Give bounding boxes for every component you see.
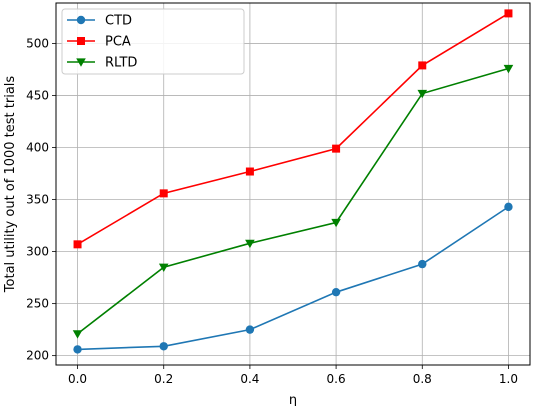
data-point-ctd xyxy=(73,345,82,354)
legend-label-ctd: CTD xyxy=(105,14,132,29)
data-point-ctd xyxy=(418,259,427,269)
data-point-pca xyxy=(418,61,427,70)
legend-entry-rltd: RLTD xyxy=(67,56,137,71)
grid-lines xyxy=(56,3,530,365)
data-point-rltd xyxy=(417,89,428,99)
x-tick-label: 0.6 xyxy=(327,372,346,386)
y-tick-label: 500 xyxy=(26,37,49,51)
series-line-pca xyxy=(77,12,509,246)
y-axis-label: Total utility out of 1000 test trials xyxy=(3,76,18,294)
data-point-pca xyxy=(332,144,341,153)
data-point-rltd xyxy=(72,330,83,339)
legend-label-rltd: RLTD xyxy=(105,56,137,71)
y-tick-label: 250 xyxy=(26,297,49,311)
x-tick-label: 0.8 xyxy=(413,372,432,386)
legend-marker-ctd xyxy=(76,15,86,25)
x-axis-label: η xyxy=(289,393,297,406)
data-point-ctd xyxy=(504,202,513,212)
data-point-pca xyxy=(159,189,168,198)
x-tick-label: 0.2 xyxy=(154,372,173,386)
data-point-pca xyxy=(245,167,254,176)
y-tick-label: 400 xyxy=(26,141,49,155)
data-point-pca xyxy=(73,240,82,249)
series-pca xyxy=(73,9,513,249)
data-point-rltd xyxy=(503,64,514,74)
data-point-ctd xyxy=(331,287,341,297)
data-point-pca xyxy=(504,9,513,18)
x-tick-label: 0.0 xyxy=(68,372,87,386)
y-tick-label: 200 xyxy=(26,349,49,363)
y-tick-label: 350 xyxy=(26,193,49,207)
y-tick-label: 300 xyxy=(26,245,49,259)
legend: CTD PCA RLTD xyxy=(61,8,245,75)
legend-label-pca: PCA xyxy=(105,35,131,50)
legend-marker-rltd xyxy=(76,58,86,67)
plot-frame xyxy=(55,2,531,366)
series-layer xyxy=(72,9,514,354)
series-line-ctd xyxy=(77,206,509,351)
data-point-rltd xyxy=(245,239,255,249)
data-point-ctd xyxy=(159,342,168,351)
data-point-ctd xyxy=(245,325,255,334)
series-ctd xyxy=(73,202,513,354)
y-tick-label: 450 xyxy=(26,89,49,103)
legend-marker-pca xyxy=(77,37,85,45)
series-line-rltd xyxy=(77,67,509,335)
legend-box xyxy=(61,8,245,75)
series-rltd xyxy=(72,64,514,339)
legend-entry-pca: PCA xyxy=(67,35,131,50)
axis-ticks: 0.0 0.2 0.4 0.6 0.8 1.0 200 250 300 350 400 450 500 xyxy=(26,37,518,386)
data-point-rltd xyxy=(331,218,341,228)
x-tick-label: 1.0 xyxy=(499,372,518,386)
x-tick-label: 0.4 xyxy=(240,372,259,386)
legend-entry-ctd: CTD xyxy=(67,14,132,29)
data-point-rltd xyxy=(158,263,169,273)
